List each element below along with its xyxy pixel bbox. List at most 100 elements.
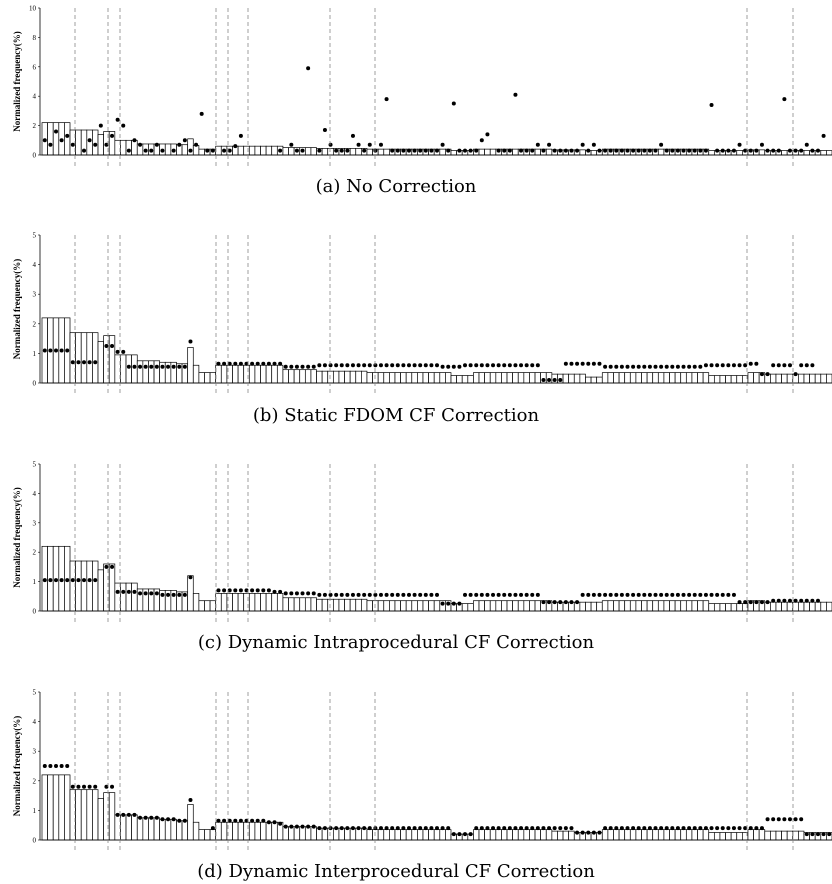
- corrected-frequency-dot: [591, 592, 596, 597]
- frequency-bar: [803, 373, 810, 384]
- corrected-frequency-dot: [485, 592, 490, 597]
- frequency-bar: [629, 372, 637, 384]
- corrected-frequency-dot: [754, 826, 759, 831]
- frequency-bar: [702, 600, 710, 612]
- frequency-bar: [719, 375, 726, 384]
- corrected-frequency-dot: [513, 826, 518, 831]
- corrected-frequency-dot: [631, 826, 636, 831]
- corrected-frequency-dot: [485, 132, 490, 137]
- frequency-bar: [75, 789, 82, 841]
- corrected-frequency-dot: [810, 363, 815, 368]
- frequency-bar: [545, 148, 553, 156]
- corrected-frequency-dot: [418, 592, 423, 597]
- corrected-frequency-dot: [48, 142, 53, 147]
- frequency-bar: [422, 372, 429, 384]
- corrected-frequency-dot: [547, 378, 552, 383]
- frequency-bar: [52, 122, 60, 156]
- frequency-bar: [321, 370, 329, 384]
- corrected-frequency-dot: [210, 826, 215, 831]
- corrected-frequency-dot: [743, 600, 748, 605]
- corrected-frequency-dot: [115, 117, 120, 122]
- panel-caption: (d) Dynamic Interprocedural CF Correctio…: [197, 861, 595, 882]
- corrected-frequency-dot: [406, 592, 411, 597]
- frequency-bar: [557, 830, 564, 841]
- corrected-frequency-dot: [440, 364, 445, 369]
- corrected-frequency-dot: [787, 148, 792, 153]
- corrected-frequency-dot: [759, 826, 764, 831]
- corrected-frequency-dot: [373, 592, 378, 597]
- frequency-bar: [523, 372, 530, 384]
- corrected-frequency-dot: [597, 148, 602, 153]
- frequency-bar: [433, 372, 441, 384]
- corrected-frequency-dot: [703, 826, 708, 831]
- corrected-frequency-dot: [608, 148, 613, 153]
- frequency-bar: [355, 598, 362, 612]
- frequency-bar: [478, 372, 485, 384]
- frequency-bar: [641, 600, 648, 612]
- corrected-frequency-dot: [350, 363, 355, 368]
- corrected-frequency-dot: [311, 591, 316, 596]
- frequency-bar: [41, 774, 48, 841]
- frequency-bar: [383, 829, 390, 841]
- frequency-bar: [333, 370, 340, 384]
- frequency-bar: [736, 150, 743, 156]
- corrected-frequency-dot: [479, 592, 484, 597]
- frequency-bar: [75, 560, 82, 612]
- frequency-bar: [265, 145, 273, 156]
- corrected-frequency-dot: [244, 588, 249, 593]
- frequency-bar: [736, 375, 743, 384]
- corrected-frequency-dot: [765, 817, 770, 822]
- corrected-frequency-dot: [238, 588, 243, 593]
- frequency-bar: [148, 817, 155, 841]
- corrected-frequency-dot: [154, 364, 159, 369]
- corrected-frequency-dot: [591, 142, 596, 147]
- y-tick-label: 8: [33, 34, 37, 42]
- corrected-frequency-dot: [233, 144, 238, 149]
- corrected-frequency-dot: [776, 148, 781, 153]
- frequency-bar: [635, 372, 642, 384]
- frequency-bar: [467, 375, 474, 384]
- corrected-frequency-dot: [451, 601, 456, 606]
- corrected-frequency-dot: [541, 378, 546, 383]
- frequency-bar: [489, 372, 497, 384]
- frequency-bar: [657, 829, 665, 841]
- frequency-bar: [736, 832, 743, 841]
- frequency-bar: [439, 829, 446, 841]
- panel-caption: (a) No Correction: [316, 176, 477, 197]
- frequency-bar: [80, 332, 88, 384]
- corrected-frequency-dot: [580, 830, 585, 835]
- corrected-frequency-dot: [435, 592, 439, 597]
- corrected-frequency-dot: [726, 148, 731, 153]
- frequency-bar: [377, 372, 385, 384]
- frequency-bar: [736, 603, 743, 612]
- corrected-frequency-dot: [530, 592, 535, 597]
- corrected-frequency-dot: [115, 589, 120, 594]
- corrected-frequency-dot: [698, 592, 703, 597]
- frequency-bar: [781, 601, 788, 612]
- corrected-frequency-dot: [149, 815, 154, 820]
- corrected-frequency-dot: [496, 148, 501, 153]
- corrected-frequency-dot: [519, 592, 524, 597]
- frequency-bar: [781, 830, 788, 841]
- frequency-bar: [209, 829, 217, 841]
- corrected-frequency-dot: [463, 148, 468, 153]
- corrected-frequency-dot: [709, 592, 714, 597]
- corrected-frequency-dot: [121, 123, 126, 128]
- corrected-frequency-dot: [642, 592, 647, 597]
- frequency-bar: [652, 372, 659, 384]
- corrected-frequency-dot: [65, 578, 70, 583]
- corrected-frequency-dot: [110, 344, 115, 348]
- corrected-frequency-dot: [328, 826, 333, 831]
- frequency-bar: [585, 376, 592, 384]
- frequency-bar: [814, 373, 822, 384]
- corrected-frequency-dot: [406, 826, 411, 831]
- corrected-frequency-dot: [776, 817, 781, 822]
- frequency-bar: [136, 360, 144, 384]
- corrected-frequency-dot: [227, 818, 232, 823]
- frequency-bar: [798, 373, 805, 384]
- corrected-frequency-dot: [87, 784, 92, 789]
- corrected-frequency-dot: [530, 363, 535, 368]
- corrected-frequency-dot: [266, 820, 271, 825]
- frequency-bar: [697, 600, 704, 612]
- corrected-frequency-dot: [367, 363, 372, 368]
